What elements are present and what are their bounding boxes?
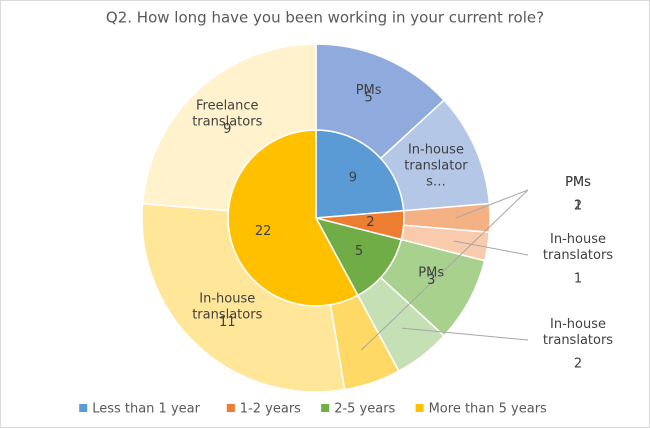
outer-name-label: PMs (418, 265, 444, 280)
outer-value-label: 9 (223, 122, 231, 137)
outer-slice (141, 202, 346, 393)
legend-swatch (79, 404, 88, 412)
outer-value-label: 3 (427, 273, 435, 288)
legend-swatch (321, 404, 330, 412)
outer-value-label: 1 (574, 199, 582, 214)
inner-value-label: 5 (355, 244, 363, 259)
legend-swatch (226, 404, 235, 412)
outer-name-label: In-house translator s… (404, 142, 468, 189)
outer-value-label: 5 (364, 91, 372, 106)
leader-line (401, 327, 529, 341)
leader-line (453, 240, 529, 256)
inner-value-label: 2 (366, 215, 374, 230)
legend-label: Less than 1 year (92, 402, 200, 417)
outer-name-label: PMs (565, 175, 591, 190)
inner-value-label: 22 (255, 224, 272, 239)
outer-slice (141, 43, 317, 212)
legend: Less than 1 year 1-2 years 2-5 years More t… (79, 402, 547, 417)
outer-name-label: PMs (565, 175, 591, 190)
leader-line (360, 189, 529, 351)
inner-value-label: 9 (349, 170, 357, 185)
outer-value-label: 2 (574, 199, 582, 214)
outer-name-label: PMs (356, 83, 382, 98)
legend-label: 2-5 years (334, 402, 395, 417)
chart-title: Q2. How long have you been working in yo… (106, 9, 544, 27)
legend-label: More than 5 years (429, 402, 547, 417)
legend-label: 1-2 years (240, 402, 301, 417)
outer-value-label: 2 (574, 357, 582, 372)
outer-name-label: Freelance translators (192, 98, 262, 129)
outer-name-label: In-house translators (543, 232, 613, 263)
outer-value-label: 1 (574, 272, 582, 287)
outer-name-label: In-house translators (192, 291, 262, 322)
leader-line (455, 189, 529, 219)
outer-name-label: In-house translators (543, 317, 613, 348)
outer-value-label: 11 (219, 315, 236, 330)
legend-swatch (415, 404, 424, 412)
